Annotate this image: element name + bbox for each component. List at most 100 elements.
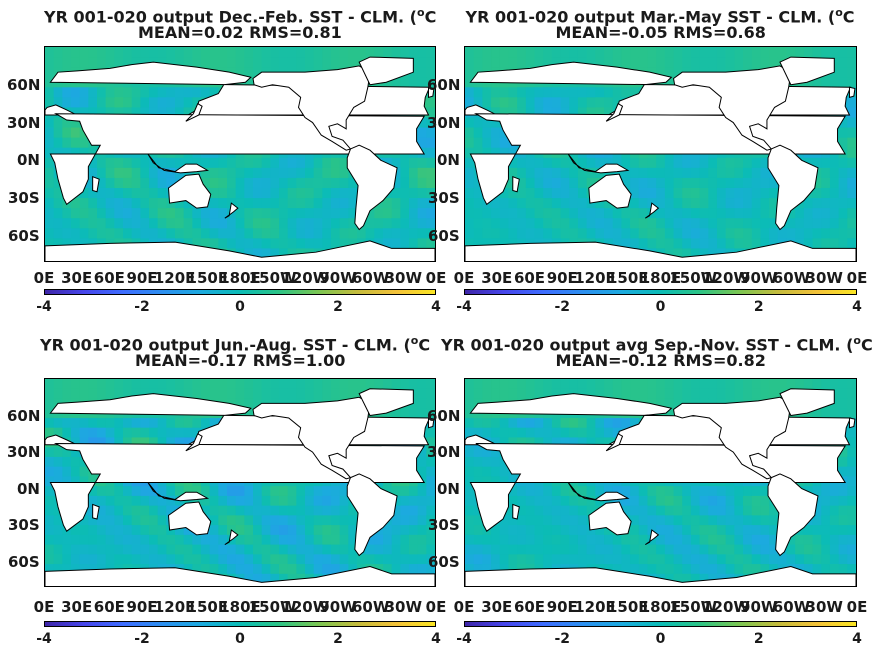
sst-cell xyxy=(760,534,770,546)
land-mass xyxy=(45,566,435,586)
sst-cell xyxy=(534,554,544,565)
sst-cell xyxy=(543,505,553,516)
sst-cell xyxy=(838,117,848,129)
sst-cell xyxy=(525,208,536,219)
sst-cell xyxy=(235,228,245,239)
sst-cell xyxy=(62,218,72,229)
sst-cell xyxy=(305,515,315,526)
sst-cell xyxy=(175,486,185,497)
lon-tick-label: 180E xyxy=(219,269,261,287)
sst-cell xyxy=(604,157,614,169)
land-mass xyxy=(588,501,632,536)
sst-cell xyxy=(279,515,289,526)
sst-cell xyxy=(847,427,856,438)
sst-cell xyxy=(716,379,727,390)
sst-cell xyxy=(586,208,596,219)
lon-tick-label: 150W xyxy=(669,269,718,287)
colorbar xyxy=(464,289,857,295)
sst-cell xyxy=(279,248,289,259)
sst-cell xyxy=(244,67,254,78)
sst-cell xyxy=(131,515,141,526)
sst-cell xyxy=(708,187,718,199)
sst-cell xyxy=(45,564,55,575)
sst-cell xyxy=(690,525,701,536)
sst-cell xyxy=(577,417,588,429)
sst-cell xyxy=(560,554,570,565)
sst-cell xyxy=(296,167,306,179)
sst-cell xyxy=(227,379,237,390)
sst-cell xyxy=(339,534,349,546)
sst-cell xyxy=(725,167,735,179)
sst-cell xyxy=(175,544,185,555)
sst-cell xyxy=(192,388,202,399)
sst-cell xyxy=(140,525,150,536)
lon-tick-label: 120W xyxy=(281,269,330,287)
sst-cell xyxy=(157,505,167,516)
sst-cell xyxy=(157,427,167,438)
sst-cell xyxy=(491,97,501,108)
sst-cell xyxy=(183,167,193,179)
land-mass xyxy=(358,56,414,86)
sst-cell xyxy=(218,187,228,199)
sst-cell xyxy=(417,208,427,219)
sst-cell xyxy=(235,187,245,199)
sst-cell xyxy=(630,554,640,565)
sst-cell xyxy=(409,544,419,555)
sst-cell xyxy=(734,208,744,219)
sst-cell xyxy=(97,187,107,199)
sst-cell xyxy=(586,107,596,118)
sst-cell xyxy=(699,177,709,189)
sst-cell xyxy=(71,388,81,399)
sst-cell xyxy=(391,515,401,526)
sst-cell xyxy=(253,505,263,516)
sst-cell xyxy=(244,177,254,189)
sst-cell xyxy=(235,398,245,409)
sst-cell xyxy=(465,208,475,219)
sst-cell xyxy=(209,379,219,390)
sst-cell xyxy=(525,437,536,448)
sst-cell xyxy=(716,534,727,546)
sst-cell xyxy=(838,238,848,249)
sst-cell xyxy=(604,427,614,438)
sst-cell xyxy=(270,208,280,219)
sst-cell xyxy=(45,117,55,129)
sst-cell xyxy=(209,417,219,429)
sst-cell xyxy=(751,534,761,546)
sst-cell xyxy=(829,238,840,249)
sst-cell xyxy=(305,177,315,189)
sst-cell xyxy=(192,564,202,575)
sst-cell xyxy=(235,47,245,58)
sst-cell xyxy=(803,208,814,219)
sst-cell xyxy=(534,437,544,448)
lat-tick-label: 0N xyxy=(437,151,460,170)
sst-cell xyxy=(664,208,675,219)
sst-cell xyxy=(426,408,435,419)
sst-cell xyxy=(517,47,527,58)
sst-cell xyxy=(638,525,648,536)
sst-cell xyxy=(525,534,536,546)
sst-cell xyxy=(383,238,393,249)
sst-cell xyxy=(331,564,341,575)
sst-cell xyxy=(638,554,648,565)
sst-cell xyxy=(473,544,483,555)
sst-cell xyxy=(551,87,562,98)
sst-cell xyxy=(577,107,588,118)
sst-cell xyxy=(270,388,280,399)
sst-cell xyxy=(313,486,323,497)
sst-cell xyxy=(157,47,167,58)
sst-cell xyxy=(97,107,107,118)
sst-cell xyxy=(612,57,622,68)
sst-cell xyxy=(192,417,202,429)
sst-cell xyxy=(322,167,332,179)
lon-tick-label: 120E xyxy=(153,598,196,616)
sst-cell xyxy=(647,505,657,516)
sst-cell xyxy=(175,208,185,219)
sst-cell xyxy=(45,427,55,438)
sst-cell xyxy=(508,495,518,507)
sst-cell xyxy=(322,187,332,199)
sst-cell xyxy=(218,388,228,399)
sst-cell xyxy=(630,388,640,399)
sst-cell xyxy=(638,505,648,516)
sst-cell xyxy=(244,564,254,575)
sst-cell xyxy=(482,554,492,565)
